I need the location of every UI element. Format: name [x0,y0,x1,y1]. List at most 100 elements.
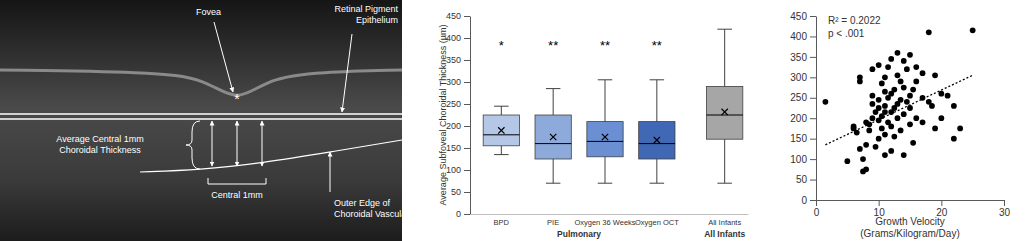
box [587,122,623,157]
figure: *FoveaRetinal PigmentEpitheliumAverage C… [0,0,1026,241]
tick: 0 [456,209,470,219]
tick-label: 0 [456,209,461,219]
point [901,152,907,158]
tick: 400 [790,31,816,42]
whisker-cap [717,29,732,30]
tick-label: 250 [446,99,461,109]
tick-mark [1004,200,1005,206]
plot-area [823,27,976,174]
mean [498,127,504,133]
point [938,115,944,121]
tick: 250 [790,92,816,103]
point [904,99,910,105]
group-label: Pulmonary [557,229,601,239]
point [920,119,926,125]
tick-mark [464,38,470,39]
point [873,144,879,150]
axis [471,214,749,215]
point [891,87,897,93]
axis-line [817,200,1005,201]
tick-label: 300 [446,77,461,87]
tick: 350 [790,52,816,63]
tick-label: 100 [790,154,807,165]
tick-mark [464,148,470,149]
axis-title: Growth Velocity [875,216,944,227]
oct-label: Choroidal Vasculature [334,209,422,219]
plot-area [483,29,743,183]
tick: 100 [790,154,816,165]
axis-line [471,214,749,215]
tick: 0 [801,195,816,206]
tick-mark [816,200,817,206]
tick-label: 350 [446,55,461,65]
mean [721,109,727,115]
tick-label: 450 [446,11,461,21]
point [823,99,829,105]
point [866,121,872,127]
box [707,86,743,139]
point [876,62,882,68]
retina-surface [0,70,402,95]
pointer-arrow [214,22,233,92]
tick-label: 200 [790,113,807,124]
point [904,66,910,72]
tick: 150 [446,143,470,153]
axis-title: Average Subfoveal Choroidal Thickness (µ… [438,25,448,206]
point [920,95,926,101]
point [913,115,919,121]
tick-label: 30 [999,207,1011,218]
point [870,115,876,121]
tick: 100 [446,165,470,175]
tick-mark [810,57,816,58]
tick-label: 50 [451,187,461,197]
tick: 50 [796,174,816,185]
tick: 200 [790,113,816,124]
point [920,70,926,76]
tick-mark [464,126,470,127]
median [587,141,623,142]
whisker-cap [494,106,509,107]
whisker-cap [546,88,561,89]
tick-mark [464,214,470,215]
mean [550,134,556,140]
tick-mark [810,180,816,181]
tick: 200 [446,121,470,131]
tick-mark [810,36,816,37]
point [898,128,904,134]
axis-line [816,17,817,201]
tick-mark [464,104,470,105]
point [951,136,957,142]
trendline [825,75,972,145]
tick-mark [464,82,470,83]
point [891,134,897,140]
tick: 0 [814,200,820,218]
point [895,50,901,56]
median [639,143,675,144]
significance: ** [548,38,558,53]
point [926,29,932,35]
axis-title: (Grams/Kilogram/Day) [860,228,959,239]
pointer-arrow [330,152,331,192]
point [929,103,935,109]
tick-mark [879,200,880,206]
rpe-line [0,118,402,120]
whisker-cap [598,183,613,184]
point [854,130,860,136]
point [895,115,901,121]
point [970,27,976,33]
measure-arrow [237,121,238,166]
point [882,89,888,95]
box-chart: 050100150200250300350400450Average Subfo… [438,11,749,239]
tick-mark [810,200,816,201]
axis: 050100150200250300350400450 [790,11,816,206]
tick: 300 [446,77,470,87]
point [882,109,888,115]
tick: 150 [790,133,816,144]
tick-mark [810,77,816,78]
category-label: PIE [547,218,559,227]
point [932,72,938,78]
point [907,93,913,99]
point [888,148,894,154]
fovea-marker: * [234,91,240,107]
oct-image [0,0,402,241]
